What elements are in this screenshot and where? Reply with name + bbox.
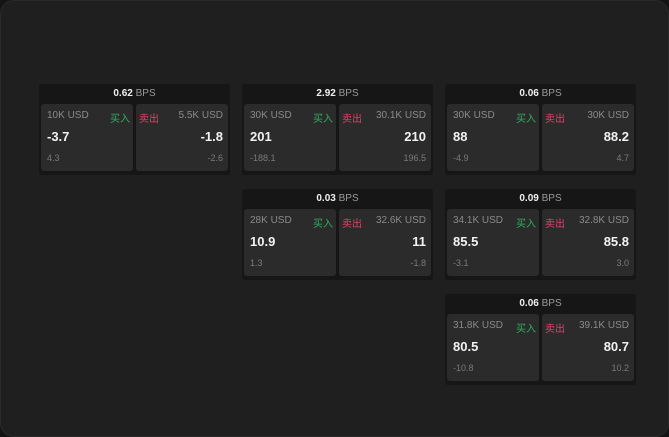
buy-price: 10.9 <box>250 234 276 249</box>
buy-change: -10.8 <box>453 363 474 373</box>
sell-change: -1.8 <box>410 258 426 268</box>
buy-button[interactable]: 34.1K USD 买入 85.5 -3.1 <box>447 209 539 276</box>
sell-label: 卖出 <box>342 219 362 230</box>
buy-price: 88 <box>453 129 468 144</box>
buy-button[interactable]: 10K USD 买入 -3.7 4.3 <box>41 104 133 171</box>
buy-quantity: 28K USD <box>250 215 292 226</box>
buy-label: 买入 <box>110 114 130 125</box>
sell-button[interactable]: 卖出 32.6K USD 11 -1.8 <box>339 209 431 276</box>
buy-price: 80.5 <box>453 339 479 354</box>
buy-label: 买入 <box>516 324 536 335</box>
buy-change: -4.9 <box>453 153 469 163</box>
quote-card: 0.06 BPS 30K USD 买入 88 -4.9 卖出 30K USD 8… <box>445 84 636 175</box>
sell-quantity: 32.8K USD <box>578 215 629 226</box>
sell-button[interactable]: 卖出 5.5K USD -1.8 -2.6 <box>136 104 228 171</box>
sell-price: 85.8 <box>603 234 629 249</box>
buy-label: 买入 <box>516 114 536 125</box>
sell-label: 卖出 <box>545 324 565 335</box>
buy-price: -3.7 <box>47 129 70 144</box>
spread-unit: BPS <box>338 193 359 204</box>
sell-price: 80.7 <box>603 339 629 354</box>
sell-change: 196.5 <box>403 153 426 163</box>
buy-quantity: 34.1K USD <box>453 215 504 226</box>
buy-quantity: 30K USD <box>453 110 495 121</box>
sell-quantity: 30K USD <box>587 110 629 121</box>
spread-unit: BPS <box>541 298 562 309</box>
spread-unit: BPS <box>135 88 156 99</box>
spread-value: 2.92 <box>316 88 336 99</box>
quote-card: 0.06 BPS 31.8K USD 买入 80.5 -10.8 卖出 39.1… <box>445 294 636 385</box>
buy-change: -3.1 <box>453 258 469 268</box>
sell-price: 88.2 <box>603 129 629 144</box>
buy-button[interactable]: 28K USD 买入 10.9 1.3 <box>244 209 336 276</box>
sell-label: 卖出 <box>545 114 565 125</box>
sell-button[interactable]: 卖出 32.8K USD 85.8 3.0 <box>542 209 634 276</box>
buy-price: 201 <box>250 129 272 144</box>
buy-change: -188.1 <box>250 153 276 163</box>
sell-price: 210 <box>404 129 426 144</box>
sell-label: 卖出 <box>342 114 362 125</box>
spread-value: 0.06 <box>519 298 539 309</box>
sell-quantity: 30.1K USD <box>375 110 426 121</box>
spread-header: 2.92 BPS <box>242 84 433 104</box>
sell-price: 11 <box>412 234 426 249</box>
spread-header: 0.62 BPS <box>39 84 230 104</box>
buy-quantity: 30K USD <box>250 110 292 121</box>
quote-card: 0.09 BPS 34.1K USD 买入 85.5 -3.1 卖出 32.8K… <box>445 189 636 280</box>
buy-label: 买入 <box>516 219 536 230</box>
sell-button[interactable]: 卖出 39.1K USD 80.7 10.2 <box>542 314 634 381</box>
sell-label: 卖出 <box>545 219 565 230</box>
buy-button[interactable]: 31.8K USD 买入 80.5 -10.8 <box>447 314 539 381</box>
quote-card: 2.92 BPS 30K USD 买入 201 -188.1 卖出 30.1K … <box>242 84 433 175</box>
sell-quantity: 5.5K USD <box>178 110 223 121</box>
spread-unit: BPS <box>541 193 562 204</box>
sell-button[interactable]: 卖出 30.1K USD 210 196.5 <box>339 104 431 171</box>
sell-button[interactable]: 卖出 30K USD 88.2 4.7 <box>542 104 634 171</box>
spread-unit: BPS <box>338 88 359 99</box>
quote-card: 0.62 BPS 10K USD 买入 -3.7 4.3 卖出 5.5K USD… <box>39 84 230 175</box>
sell-change: 3.0 <box>616 258 629 268</box>
sell-change: -2.6 <box>207 153 223 163</box>
buy-button[interactable]: 30K USD 买入 201 -188.1 <box>244 104 336 171</box>
sell-label: 卖出 <box>139 114 159 125</box>
spread-unit: BPS <box>541 88 562 99</box>
spread-value: 0.06 <box>519 88 539 99</box>
sell-quantity: 32.6K USD <box>375 215 426 226</box>
spread-value: 0.09 <box>519 193 539 204</box>
buy-price: 85.5 <box>453 234 479 249</box>
buy-change: 4.3 <box>47 153 60 163</box>
sell-price: -1.8 <box>200 129 223 144</box>
buy-button[interactable]: 30K USD 买入 88 -4.9 <box>447 104 539 171</box>
spread-header: 0.09 BPS <box>445 189 636 209</box>
spread-value: 0.62 <box>113 88 133 99</box>
sell-change: 10.2 <box>611 363 629 373</box>
sell-change: 4.7 <box>616 153 629 163</box>
spread-header: 0.03 BPS <box>242 189 433 209</box>
buy-quantity: 31.8K USD <box>453 320 504 331</box>
quote-card: 0.03 BPS 28K USD 买入 10.9 1.3 卖出 32.6K US… <box>242 189 433 280</box>
spread-header: 0.06 BPS <box>445 84 636 104</box>
spread-value: 0.03 <box>316 193 336 204</box>
buy-quantity: 10K USD <box>47 110 89 121</box>
buy-label: 买入 <box>313 219 333 230</box>
spread-header: 0.06 BPS <box>445 294 636 314</box>
buy-label: 买入 <box>313 114 333 125</box>
sell-quantity: 39.1K USD <box>578 320 629 331</box>
buy-change: 1.3 <box>250 258 263 268</box>
